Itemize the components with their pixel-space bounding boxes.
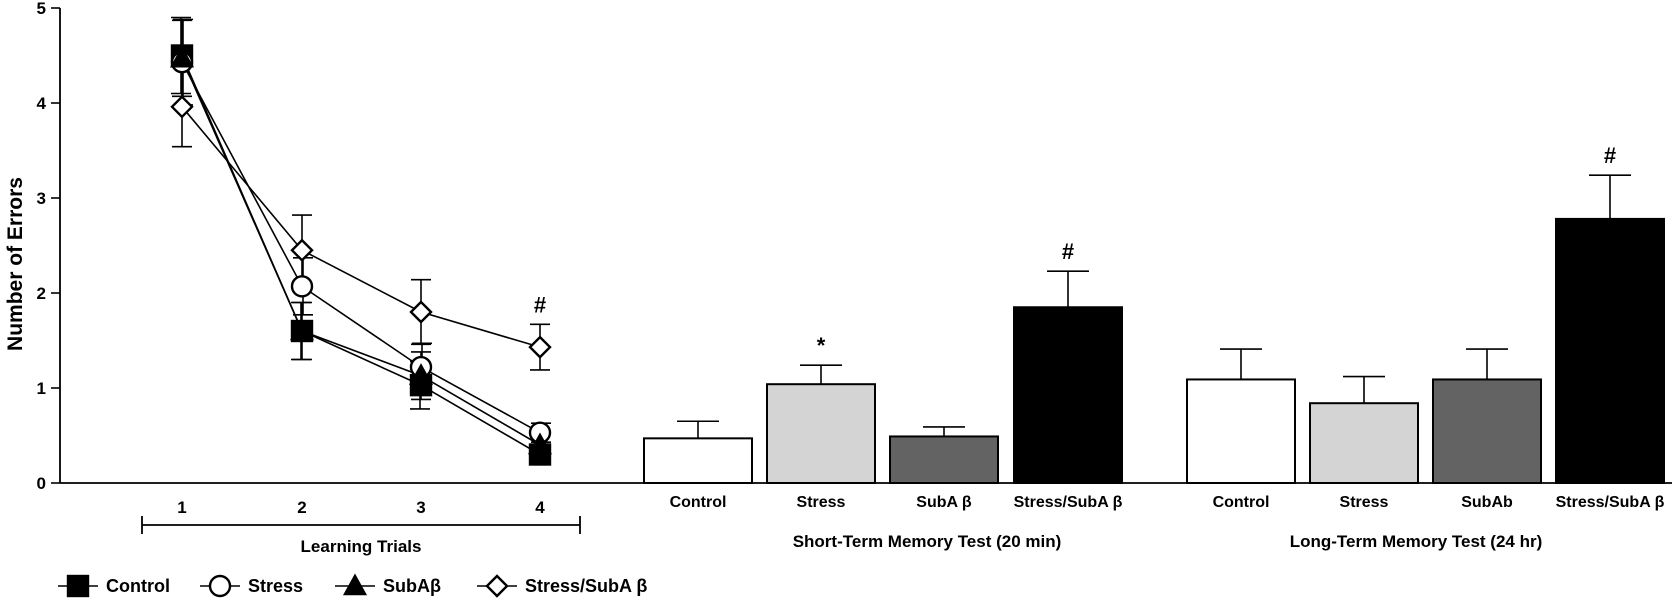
bar-category-label: SubAb [1461,494,1513,511]
bar [1013,306,1123,484]
bar-panel-title: Long-Term Memory Test (24 hr) [1290,532,1543,551]
bar-error [1343,375,1385,404]
bar [1309,402,1419,485]
bar [1186,378,1296,485]
bar-panel-1: Control Stress * SubA β Stress/SubA β # Short-… [643,239,1123,551]
data-point [290,275,314,298]
bar [1555,217,1665,484]
y-tick-label: 2 [37,284,46,303]
data-point [290,238,314,262]
bar-category-label: SubA β [916,494,972,511]
x-axis-title: Learning Trials [301,537,422,556]
series-line [181,61,541,434]
data-point [170,95,194,119]
y-tick-label: 1 [37,379,46,398]
y-tick-label: 0 [37,474,46,493]
data-point [169,45,195,68]
data-point [408,363,434,385]
legend-item: SubAβ [335,573,441,596]
y-tick-label: 5 [37,0,46,18]
y-tick-label: 3 [37,189,46,208]
bar [766,383,876,485]
series-stresssuba [172,66,550,371]
legend-item: Stress/SubA β [477,574,647,598]
bar-error [1220,348,1262,380]
legend-marker [485,574,509,598]
bar-category-label: Control [670,494,727,511]
line-panel: 1 2 3 4 Learning Trials # [141,16,581,556]
legend: Control Stress SubAβ Stress/SubA β [58,573,647,598]
series-control [171,16,549,465]
bar-error [923,426,965,437]
legend-label: Control [106,576,170,596]
x-tick-label: 4 [535,498,545,517]
x-tick-label: 1 [177,498,186,517]
series-line [181,106,541,348]
series-line [181,58,541,446]
legend-marker [208,574,232,598]
bar-error [1466,348,1508,380]
significance-marker: # [534,292,546,317]
bar-error [1589,174,1631,219]
series-markers [170,50,552,444]
legend-label: Stress/SubA β [525,576,647,596]
x-tick-label: 3 [416,498,425,517]
significance-marker: # [1604,143,1616,168]
series-suba [172,19,550,456]
data-point [289,318,315,341]
bar-category-label: Stress/SubA β [1556,494,1665,511]
bar-category-label: Stress/SubA β [1014,494,1123,511]
series-markers [169,45,553,455]
bar [1432,378,1542,485]
y-axis-title: Number of Errors [4,177,27,351]
legend-item: Control [58,574,170,598]
bar-panels: Control Stress * SubA β Stress/SubA β # Short-… [643,143,1665,551]
series-markers [170,95,552,359]
data-point [527,432,553,455]
data-point [528,335,552,359]
legend-item: Stress [200,574,303,598]
bar-category-label: Stress [797,494,846,511]
significance-marker: * [817,333,826,358]
bar-error [677,420,719,439]
bar-panel-title: Short-Term Memory Test (20 min) [793,532,1062,551]
significance-marker: # [1062,239,1074,264]
series-markers [170,44,552,466]
bar-category-label: Stress [1340,494,1389,511]
legend-marker [66,574,90,598]
y-tick-label: 4 [37,94,47,113]
bar-error [800,364,842,385]
legend-label: SubAβ [383,576,441,596]
legend-label: Stress [248,576,303,596]
bar-error [1047,270,1089,308]
bar [889,435,999,485]
bar [643,437,753,485]
series-line [181,55,541,456]
series-stress [173,18,551,443]
x-tick-label: 2 [297,498,306,517]
data-point [409,300,433,324]
bar-category-label: Control [1213,494,1270,511]
legend-marker [342,573,368,596]
bar-panel-2: Control Stress SubAb Stress/SubA β # Long-Ter… [1186,143,1665,551]
